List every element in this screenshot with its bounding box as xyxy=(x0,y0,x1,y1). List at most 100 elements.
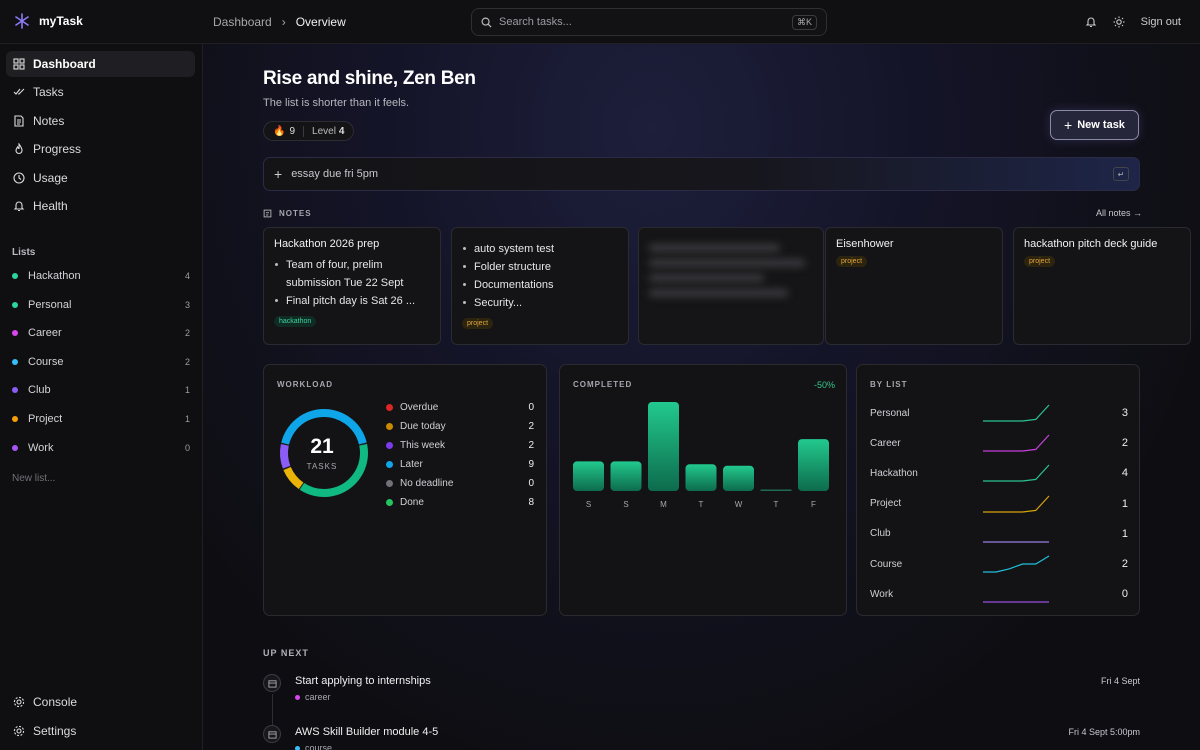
bar-0[interactable] xyxy=(573,461,604,491)
nav-label: Progress xyxy=(33,142,82,156)
sparkline-path xyxy=(983,464,1050,482)
theme-sun-icon[interactable] xyxy=(1111,14,1127,30)
workload-total-label: TASKS xyxy=(306,462,338,471)
by-list-row: Project 1 xyxy=(870,496,1128,512)
legend-label: No deadline xyxy=(400,477,454,489)
note-bullet: Security... xyxy=(462,294,618,312)
up-next-title[interactable]: Start applying to internships xyxy=(295,675,431,687)
by-list-value: 1 xyxy=(1121,527,1128,540)
nav-console[interactable]: Console xyxy=(6,689,195,715)
nav-health[interactable]: Health xyxy=(6,193,195,219)
gear-icon xyxy=(13,696,25,708)
enter-key-icon: ↵ xyxy=(1113,167,1129,181)
workload-card: WORKLOAD 21 TASKS Overdue 0 Due today 2 This… xyxy=(263,364,547,616)
divider xyxy=(303,125,305,137)
breadcrumb-parent[interactable]: Dashboard xyxy=(213,15,272,29)
nav-dashboard[interactable]: Dashboard xyxy=(6,51,195,77)
list-color-dot xyxy=(12,444,18,451)
page-subtitle: The list is shorter than it feels. xyxy=(263,97,410,109)
new-task-label: New task xyxy=(1077,119,1125,131)
sparkline-path xyxy=(983,555,1050,573)
by-list-value: 2 xyxy=(1121,558,1128,570)
bar-label: T xyxy=(774,500,779,509)
sidebar-list-project[interactable]: Project 1 xyxy=(12,410,190,428)
up-next-title[interactable]: AWS Skill Builder module 4-5 xyxy=(295,726,439,738)
quick-add-input[interactable] xyxy=(291,168,1104,180)
by-list-sparkline xyxy=(983,464,1050,482)
by-list-value: 0 xyxy=(1121,588,1128,601)
nav-progress[interactable]: Progress xyxy=(6,136,195,162)
bar-5[interactable] xyxy=(760,489,792,492)
note-card[interactable]: hackathon pitch deck guide project xyxy=(1013,227,1191,345)
list-count: 3 xyxy=(184,299,190,310)
list-count: 0 xyxy=(184,442,190,453)
note-card[interactable]: Hackathon 2026 prep Team of four, prelim … xyxy=(263,227,441,345)
new-list-input[interactable]: New list... xyxy=(12,473,56,484)
nav-label: Notes xyxy=(33,114,65,128)
notification-bell-icon[interactable] xyxy=(1083,14,1099,30)
grid-icon xyxy=(13,58,25,70)
sparkline-path xyxy=(983,495,1050,513)
bar-1[interactable] xyxy=(610,461,642,491)
note-bullet: Team of four, prelim submission Tue 22 S… xyxy=(274,256,430,292)
quick-add-bar[interactable]: + ↵ xyxy=(263,157,1140,191)
legend-dot xyxy=(386,460,393,468)
all-notes-link[interactable]: All notes → xyxy=(1096,208,1143,218)
bar-2[interactable] xyxy=(648,402,679,491)
top-actions: Sign out xyxy=(1083,14,1200,30)
sparkline-path xyxy=(983,404,1050,422)
nav-usage[interactable]: Usage xyxy=(6,165,195,191)
donut-segment xyxy=(280,409,368,497)
note-card[interactable] xyxy=(638,227,824,345)
note-tag: project xyxy=(462,318,494,329)
list-label: Personal xyxy=(28,298,72,311)
sidebar-list-work[interactable]: Work 0 xyxy=(12,439,190,457)
legend-label: Due today xyxy=(400,420,446,432)
list-label: Course xyxy=(28,355,64,368)
search-input[interactable] xyxy=(499,16,785,28)
list-color-dot xyxy=(12,416,18,422)
up-next-date: Fri 4 Sept 5:00pm xyxy=(1068,727,1140,737)
legend-value: 0 xyxy=(528,401,534,413)
plus-icon: + xyxy=(1064,117,1073,133)
note-icon xyxy=(263,209,272,218)
by-list-label: Personal xyxy=(870,407,910,419)
by-list-label: Club xyxy=(870,528,891,540)
sidebar-list-career[interactable]: Career 2 xyxy=(12,324,190,342)
sidebar-list-course[interactable]: Course 2 xyxy=(12,353,190,371)
bar-6[interactable] xyxy=(798,439,829,491)
by-list-sparkline xyxy=(983,404,1050,422)
streak-level-pill: 🔥 9 Level 4 xyxy=(263,121,355,141)
nav-settings[interactable]: Settings xyxy=(6,718,195,744)
app-name: myTask xyxy=(39,14,83,28)
by-list-heading: BY LIST xyxy=(870,380,908,389)
by-list-value: 3 xyxy=(1121,407,1128,419)
main-content: Rise and shine, Zen Ben The list is shor… xyxy=(203,44,1200,750)
sidebar-list-hackathon[interactable]: Hackathon 4 xyxy=(12,267,190,285)
nav-tasks[interactable]: Tasks xyxy=(6,79,195,105)
by-list-sparkline xyxy=(983,555,1050,573)
sidebar-list-club[interactable]: Club 1 xyxy=(12,381,190,399)
plus-icon: + xyxy=(274,166,283,182)
list-color-dot xyxy=(12,301,18,308)
sign-out-button[interactable]: Sign out xyxy=(1140,16,1181,28)
check-double-icon xyxy=(13,88,25,95)
by-list-sparkline xyxy=(983,541,1049,543)
by-list-sparkline xyxy=(983,601,1049,603)
search-box[interactable]: ⌘K xyxy=(471,8,827,36)
nav-notes[interactable]: Notes xyxy=(6,108,195,134)
bar-3[interactable] xyxy=(685,464,717,491)
legend-value: 8 xyxy=(528,496,534,508)
note-card[interactable]: Eisenhower project xyxy=(825,227,1003,345)
streak-count: 9 xyxy=(289,125,296,137)
list-color-dot xyxy=(12,273,18,279)
new-task-button[interactable]: + New task xyxy=(1050,110,1139,140)
list-count: 2 xyxy=(184,356,190,367)
note-tag: hackathon xyxy=(274,316,317,327)
sidebar-list-personal[interactable]: Personal 3 xyxy=(12,296,190,314)
legend-dot xyxy=(386,422,393,430)
bar-label: W xyxy=(735,500,743,509)
bar-4[interactable] xyxy=(723,465,754,491)
note-card[interactable]: auto system test Folder structure Document… xyxy=(451,227,629,345)
app-logo[interactable]: myTask xyxy=(14,13,83,29)
